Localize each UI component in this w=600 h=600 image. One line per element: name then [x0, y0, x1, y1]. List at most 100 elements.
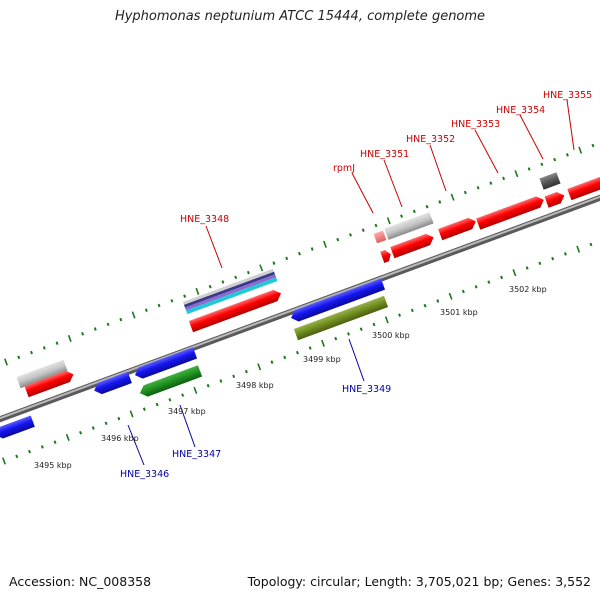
gene-hne3353 [476, 196, 544, 230]
forward-gene-labels: HNE_3348 rpmJ HNE_3351 HNE_3352 HNE_3353… [180, 90, 592, 225]
callout-hne3354 [519, 114, 544, 160]
kbp-label-3499: 3499 kbp [303, 355, 341, 364]
gene-hne3351-rna [384, 212, 434, 240]
gene-hne3355 [567, 173, 600, 201]
kbp-label-3497: 3497 kbp [168, 407, 206, 416]
lower-minor-tick [563, 252, 567, 256]
upper-minor-tick [438, 200, 442, 204]
upper-minor-tick [336, 237, 340, 242]
position-labels: 3495 kbp 3496 kbp 3497 kbp 3498 kbp 3499… [34, 285, 547, 470]
upper-minor-tick [246, 270, 250, 275]
gene-hne3354-dark [539, 172, 561, 190]
callout-hne3349 [348, 338, 365, 382]
lower-major-tick [512, 269, 517, 277]
callout-hne3352 [429, 144, 447, 192]
upper-major-tick [578, 146, 583, 154]
accession-text: Accession: NC_008358 [9, 574, 152, 589]
lower-minor-tick [500, 275, 504, 280]
upper-minor-tick [349, 233, 352, 237]
kbp-label-3501: 3501 kbp [440, 308, 478, 317]
upper-major-tick [4, 358, 8, 366]
upper-minor-tick [425, 204, 429, 209]
upper-major-tick [67, 334, 72, 342]
label-rpmj: rpmJ [333, 163, 355, 174]
label-hne3355: HNE_3355 [543, 90, 592, 101]
upper-minor-tick [310, 247, 314, 251]
upper-tick-track [4, 143, 595, 366]
lower-major-tick [321, 339, 325, 347]
lower-minor-tick [117, 416, 121, 421]
gene-forward-small [380, 250, 391, 264]
lower-minor-tick [40, 445, 44, 449]
gene-rna-grey-left [16, 359, 68, 389]
lower-minor-tick [283, 355, 287, 360]
map-title: Hyphomonas neptunium ATCC 15444, complet… [114, 9, 486, 24]
upper-minor-tick [400, 214, 404, 218]
gene-hne3352 [438, 217, 476, 241]
upper-minor-tick [527, 167, 531, 171]
gene-hne3354 [544, 191, 565, 208]
upper-minor-tick [183, 294, 187, 298]
lower-minor-tick [232, 374, 236, 379]
lower-major-tick [65, 433, 70, 441]
upper-major-tick [323, 240, 327, 248]
lower-minor-tick [551, 256, 555, 261]
lower-minor-tick [270, 360, 274, 364]
gene-hne3347 [139, 365, 203, 397]
upper-minor-tick [81, 331, 85, 336]
kbp-label-3495: 3495 kbp [34, 461, 72, 470]
lower-minor-tick [142, 407, 146, 411]
upper-minor-tick [17, 355, 21, 360]
upper-minor-tick [106, 322, 110, 327]
upper-minor-tick [565, 153, 569, 157]
lower-minor-tick [155, 402, 159, 407]
label-hne3352: HNE_3352 [406, 134, 455, 145]
upper-major-tick [386, 217, 391, 225]
upper-minor-tick [30, 350, 33, 355]
gene-hne3348-stripe-purple [184, 274, 277, 311]
upper-minor-tick [476, 186, 480, 190]
lower-minor-tick [219, 379, 223, 383]
lower-major-tick [384, 316, 389, 324]
callout-hne3347 [179, 404, 196, 448]
lower-minor-tick [525, 266, 529, 270]
lower-minor-tick [181, 393, 185, 397]
lower-major-tick [257, 363, 262, 371]
kbp-label-3502: 3502 kbp [509, 285, 547, 294]
lower-major-tick [448, 292, 453, 300]
upper-minor-tick [489, 181, 493, 185]
lower-minor-tick [206, 383, 210, 388]
lower-minor-tick [461, 289, 465, 294]
genome-backbone [0, 194, 600, 423]
upper-minor-tick [170, 299, 174, 303]
kbp-label-3500: 3500 kbp [372, 331, 410, 340]
gene-reverse-mid [134, 347, 198, 379]
callout-rpmj [351, 172, 374, 214]
lower-major-tick [193, 386, 198, 394]
label-hne3348: HNE_3348 [180, 214, 229, 225]
lower-minor-tick [28, 449, 31, 454]
upper-minor-tick [272, 261, 276, 265]
label-hne3351: HNE_3351 [360, 149, 409, 160]
callout-hne3348 [205, 225, 223, 269]
gene-rpmj [373, 230, 387, 244]
callout-hne3355 [566, 99, 575, 151]
kbp-label-3496: 3496 kbp [101, 434, 139, 443]
upper-minor-tick [412, 209, 416, 214]
genome-summary-text: Topology: circular; Length: 3,705,021 bp… [247, 574, 591, 589]
upper-minor-tick [540, 162, 544, 167]
upper-major-tick [131, 311, 136, 319]
kbp-label-3498: 3498 kbp [236, 381, 274, 390]
lower-minor-tick [104, 421, 108, 426]
upper-minor-tick [374, 223, 378, 228]
gene-hne3346 [94, 371, 132, 395]
lower-minor-tick [295, 350, 299, 355]
upper-major-tick [514, 170, 519, 178]
lower-minor-tick [244, 369, 248, 374]
gene-hne3348-stripe-navy [183, 271, 276, 308]
lower-minor-tick [372, 322, 376, 327]
upper-minor-tick [144, 308, 148, 312]
lower-minor-tick [359, 327, 363, 331]
lower-major-tick [129, 410, 134, 418]
label-hne3354: HNE_3354 [496, 105, 545, 116]
